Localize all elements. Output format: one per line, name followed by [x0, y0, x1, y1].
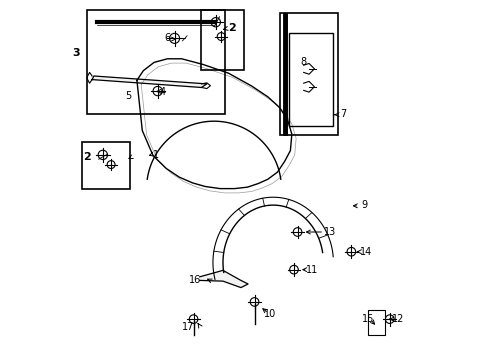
- Bar: [86, 10, 224, 114]
- Text: 9: 9: [361, 200, 367, 210]
- Text: 11: 11: [305, 265, 317, 275]
- Text: 8: 8: [300, 57, 306, 67]
- Text: 14: 14: [359, 247, 371, 257]
- Text: 12: 12: [391, 314, 404, 324]
- Polygon shape: [199, 270, 247, 288]
- Text: 5: 5: [124, 91, 131, 101]
- Text: 16: 16: [188, 275, 201, 285]
- Text: 2: 2: [83, 152, 91, 162]
- Text: 17: 17: [181, 322, 194, 332]
- Text: 6: 6: [164, 33, 170, 43]
- Bar: [280, 13, 337, 135]
- Text: 4: 4: [160, 87, 165, 97]
- Text: 1: 1: [152, 150, 158, 160]
- Text: 10: 10: [264, 310, 276, 319]
- Bar: [82, 142, 129, 189]
- Bar: [367, 310, 385, 335]
- Text: 7: 7: [339, 109, 346, 119]
- Text: 3: 3: [72, 48, 80, 58]
- Text: 13: 13: [323, 227, 335, 237]
- Text: 2: 2: [227, 23, 235, 33]
- Bar: [289, 33, 333, 126]
- Text: 15: 15: [361, 314, 374, 324]
- Bar: [201, 10, 244, 69]
- Polygon shape: [92, 76, 206, 87]
